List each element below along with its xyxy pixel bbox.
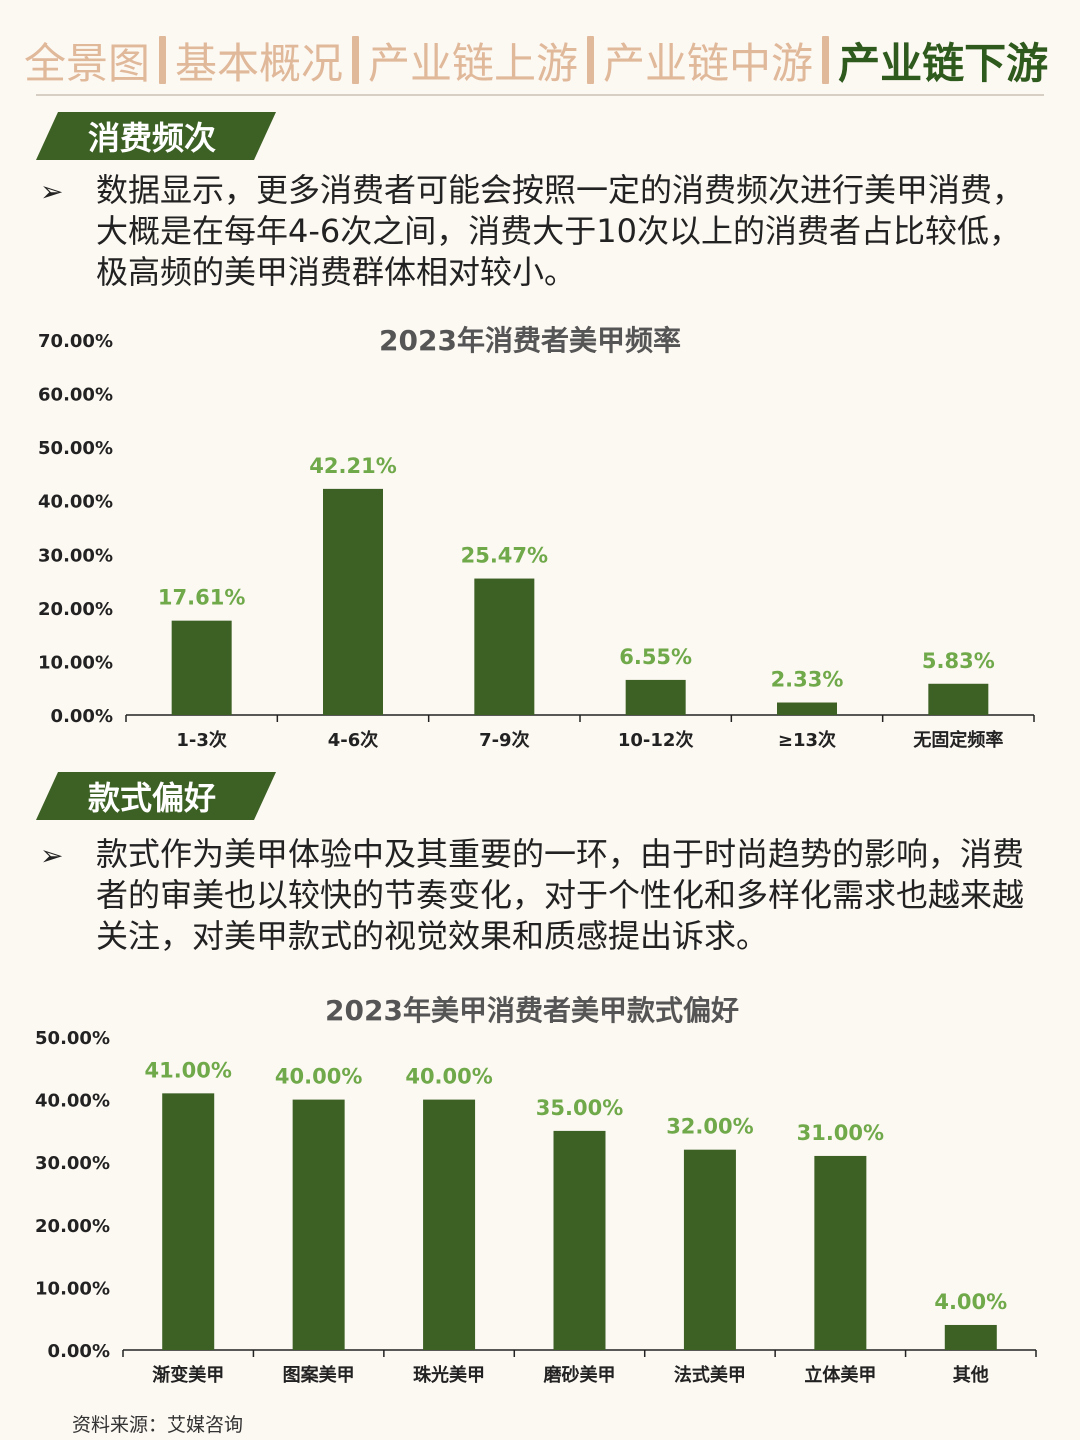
bullet-text-frequency: 数据显示，更多消费者可能会按照一定的消费频次进行美甲消费，大概是在每年4-6次之… xyxy=(96,171,1025,291)
x-category-label: 珠光美甲 xyxy=(413,1364,485,1386)
x-category-label: 法式美甲 xyxy=(674,1364,746,1386)
bullet-frequency: ➢ 数据显示，更多消费者可能会按照一定的消费频次进行美甲消费，大概是在每年4-6… xyxy=(40,170,1030,293)
bar-value-label: 2.33% xyxy=(771,668,844,692)
arrow-bullet-icon: ➢ xyxy=(40,839,64,872)
nav-separator xyxy=(159,36,167,84)
bar xyxy=(928,683,989,715)
arrow-bullet-icon: ➢ xyxy=(40,175,64,208)
y-tick-label: 0.00% xyxy=(51,706,113,727)
y-tick-label: 40.00% xyxy=(38,492,113,513)
x-category-label: 无固定频率 xyxy=(913,729,1003,751)
y-tick-label: 0.00% xyxy=(48,1341,110,1362)
y-tick-label: 20.00% xyxy=(38,599,113,620)
nav-item-basics[interactable]: 基本概况 xyxy=(175,38,344,88)
nav-item-upstream[interactable]: 产业链上游 xyxy=(368,38,579,88)
nav-divider xyxy=(36,94,1044,96)
bar xyxy=(777,702,837,715)
nav-item-overview[interactable]: 全景图 xyxy=(24,38,151,88)
y-tick-label: 40.00% xyxy=(35,1091,110,1112)
chart-title: 2023年美甲消费者美甲款式偏好 xyxy=(325,994,739,1027)
bullet-style: ➢ 款式作为美甲体验中及其重要的一环，由于时尚趋势的影响，消费者的审美也以较快的… xyxy=(40,834,1030,957)
bar xyxy=(171,620,232,715)
y-tick-label: 20.00% xyxy=(35,1216,110,1237)
bullet-text-style: 款式作为美甲体验中及其重要的一环，由于时尚趋势的影响，消费者的审美也以较快的节奏… xyxy=(96,835,1025,955)
x-category-label: 立体美甲 xyxy=(804,1364,876,1386)
section-tag-frequency: 消费频次 xyxy=(36,112,276,160)
frequency-bar-chart: 2023年消费者美甲频率 0.00% 10.00% 20.00% 30.00% 40.00… xyxy=(38,324,1035,751)
bar xyxy=(292,1099,345,1350)
bar xyxy=(814,1155,867,1350)
bar xyxy=(944,1324,997,1350)
bar xyxy=(162,1093,215,1350)
y-tick-label: 10.00% xyxy=(38,652,113,673)
bar-value-label: 42.21% xyxy=(309,454,396,478)
x-category-label: 渐变美甲 xyxy=(152,1364,224,1386)
y-tick-label: 60.00% xyxy=(38,385,113,406)
y-tick-label: 70.00% xyxy=(38,331,113,352)
bar-value-label: 41.00% xyxy=(144,1058,231,1082)
bar xyxy=(323,488,383,715)
bar xyxy=(423,1099,476,1350)
section-tag-style: 款式偏好 xyxy=(36,772,276,820)
style-preference-bar-chart: 2023年美甲消费者美甲款式偏好 0.00% 10.00% 20.00% 30.00% 4… xyxy=(35,994,1037,1386)
bar-value-label: 40.00% xyxy=(405,1065,492,1089)
top-nav: 全景图 基本概况 产业链上游 产业链中游 产业链下游 xyxy=(24,30,1064,90)
bar xyxy=(553,1130,606,1350)
bar-value-label: 25.47% xyxy=(461,544,548,568)
nav-separator xyxy=(587,36,595,84)
bar xyxy=(625,679,686,715)
bar-value-label: 40.00% xyxy=(275,1065,362,1089)
x-category-label: 7-9次 xyxy=(479,729,530,751)
nav-item-midstream[interactable]: 产业链中游 xyxy=(603,38,814,88)
bar xyxy=(683,1149,736,1350)
y-tick-label: 30.00% xyxy=(38,545,113,566)
y-tick-label: 50.00% xyxy=(38,438,113,459)
x-category-label: 10-12次 xyxy=(618,729,694,751)
x-category-label: 图案美甲 xyxy=(283,1364,355,1386)
nav-separator xyxy=(352,36,360,84)
bar-value-label: 17.61% xyxy=(158,586,245,610)
source-note: 资料来源：艾媒咨询 xyxy=(72,1414,244,1436)
bar-value-label: 4.00% xyxy=(934,1290,1007,1314)
nav-item-downstream[interactable]: 产业链下游 xyxy=(838,38,1049,88)
bar-value-label: 6.55% xyxy=(619,645,692,669)
bar-value-label: 32.00% xyxy=(666,1115,753,1139)
x-category-label: 磨砂美甲 xyxy=(544,1364,616,1386)
y-tick-label: 30.00% xyxy=(35,1153,110,1174)
bar-value-label: 31.00% xyxy=(797,1121,884,1145)
bar xyxy=(474,578,535,715)
x-category-label: 其他 xyxy=(953,1364,989,1386)
nav-separator xyxy=(822,36,830,84)
bar-value-label: 35.00% xyxy=(536,1096,623,1120)
bar-value-label: 5.83% xyxy=(922,649,995,673)
y-tick-label: 10.00% xyxy=(35,1278,110,1299)
x-category-label: ≥13次 xyxy=(778,729,836,751)
chart-title: 2023年消费者美甲频率 xyxy=(379,324,681,357)
x-category-label: 1-3次 xyxy=(176,729,227,751)
y-tick-label: 50.00% xyxy=(35,1028,110,1049)
x-category-label: 4-6次 xyxy=(328,729,379,751)
